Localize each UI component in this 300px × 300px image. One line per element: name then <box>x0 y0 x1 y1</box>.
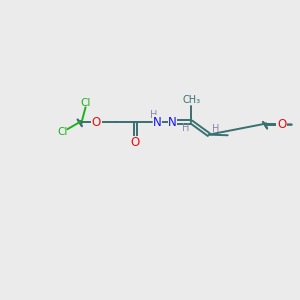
Text: O: O <box>92 116 101 129</box>
Text: H: H <box>212 124 219 134</box>
Text: N: N <box>168 116 177 129</box>
Text: Cl: Cl <box>80 98 91 108</box>
Text: H: H <box>150 110 158 120</box>
Text: N: N <box>153 116 162 129</box>
Text: CH₃: CH₃ <box>182 95 200 106</box>
Text: H: H <box>182 123 189 133</box>
Text: Cl: Cl <box>58 127 68 137</box>
Text: O: O <box>131 136 140 149</box>
Text: O: O <box>277 118 286 131</box>
Text: O: O <box>277 118 286 131</box>
